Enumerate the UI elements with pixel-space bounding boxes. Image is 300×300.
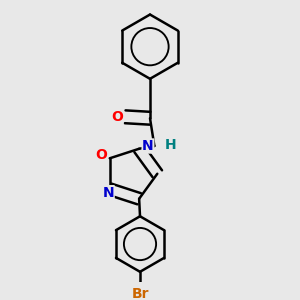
Text: N: N (103, 186, 114, 200)
Text: H: H (165, 137, 176, 152)
Text: O: O (95, 148, 107, 162)
Text: O: O (111, 110, 123, 124)
Text: N: N (142, 139, 154, 153)
Text: Br: Br (131, 287, 149, 300)
